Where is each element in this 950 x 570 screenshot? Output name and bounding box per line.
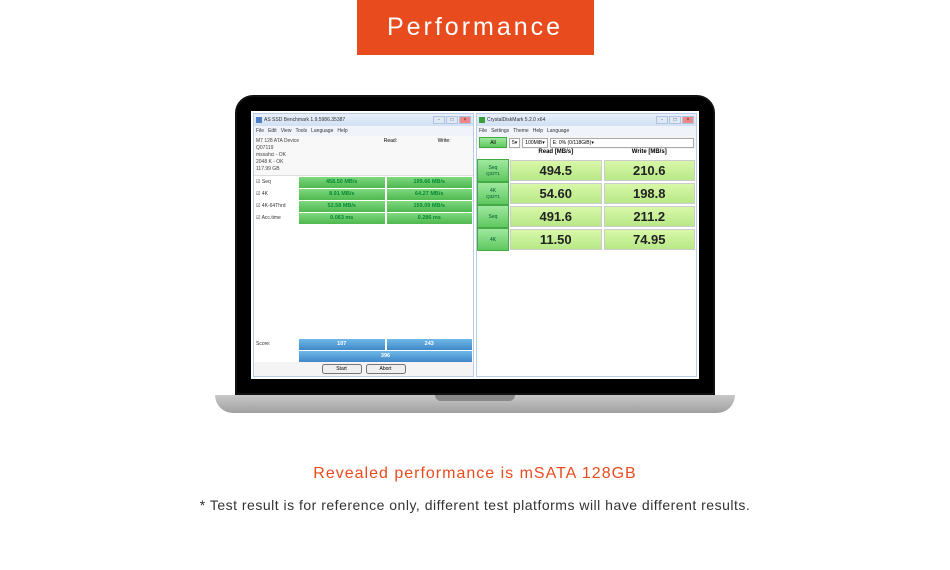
as-read-value: 8.91 MB/s [299, 189, 385, 200]
as-score-label: Score: [254, 341, 298, 347]
as-row-label[interactable]: ☑ 4K [254, 191, 298, 197]
cdm-write-value: 211.2 [604, 206, 696, 227]
as-total-row: 396 [254, 350, 473, 362]
laptop-display: AS SSD Benchmark 1.9.5986.35387 - □ × Fi… [251, 111, 699, 379]
cdm-test-button[interactable]: 4KQ32T1 [477, 182, 509, 205]
as-row-label[interactable]: ☑ Acc.time [254, 215, 298, 221]
minimize-button[interactable]: - [433, 116, 445, 124]
close-button[interactable]: × [682, 116, 694, 124]
as-write-header: Write: [417, 138, 471, 173]
as-row-label[interactable]: ☑ Seq [254, 179, 298, 185]
as-results-table: ☑ Seq458.50 MB/s199.66 MB/s☑ 4K8.91 MB/s… [254, 176, 473, 338]
as-result-row: ☑ Seq458.50 MB/s199.66 MB/s [254, 176, 473, 188]
cdm-write-value: 198.8 [604, 183, 696, 204]
cdm-result-row: Seq491.6211.2 [477, 205, 696, 228]
as-score-row: Score: 107 243 [254, 338, 473, 350]
cdm-window: CrystalDiskMark 5.2.0 x64 - □ × File Sett… [476, 113, 697, 377]
menu-item-file[interactable]: File [256, 128, 264, 134]
cdm-read-value: 494.5 [510, 160, 602, 181]
menu-item-language[interactable]: Language [311, 128, 333, 134]
cdm-app-icon [479, 117, 485, 123]
laptop-base [215, 395, 735, 413]
as-result-row: ☑ 4K8.91 MB/s64.27 MB/s [254, 188, 473, 200]
laptop-bezel: AS SSD Benchmark 1.9.5986.35387 - □ × Fi… [235, 95, 715, 395]
as-button-bar: Start Abort [254, 362, 473, 376]
menu-item-tools[interactable]: Tools [295, 128, 307, 134]
performance-banner: Performance [357, 0, 594, 55]
as-score-write: 243 [387, 339, 473, 350]
cdm-read-value: 11.50 [510, 229, 602, 250]
all-button[interactable]: All [479, 137, 507, 148]
laptop-notch [435, 395, 515, 401]
as-menubar: File Edit ViewTools Language Help [254, 126, 473, 136]
as-titlebar: AS SSD Benchmark 1.9.5986.35387 - □ × [254, 114, 473, 126]
drive-select[interactable]: E: 0% (0/118GiB) ▾ [550, 138, 694, 148]
minimize-button[interactable]: - [656, 116, 668, 124]
menu-item-help[interactable]: Help [337, 128, 347, 134]
cdm-titlebar: CrystalDiskMark 5.2.0 x64 - □ × [477, 114, 696, 126]
as-write-value: 64.27 MB/s [387, 189, 473, 200]
close-button[interactable]: × [459, 116, 471, 124]
as-score-total: 396 [299, 351, 472, 362]
device-info-line: M7 128 ATA Device [256, 138, 364, 145]
menu-item-help[interactable]: Help [533, 128, 543, 134]
cdm-menubar: File Settings Theme Help Language [477, 126, 696, 136]
cdm-write-value: 210.6 [604, 160, 696, 181]
as-write-value: 159.09 MB/s [387, 201, 473, 212]
cdm-header-row: Read [MB/s] Write [MB/s] [477, 149, 696, 159]
as-app-icon [256, 117, 262, 123]
maximize-button[interactable]: □ [669, 116, 681, 124]
device-info-line: mssahci - OK [256, 152, 364, 159]
cdm-result-row: SeqQ32T1494.5210.6 [477, 159, 696, 182]
as-row-label[interactable]: ☑ 4K-64Thrd [254, 203, 298, 209]
runs-select[interactable]: 5 ▾ [509, 138, 520, 148]
maximize-button[interactable]: □ [446, 116, 458, 124]
as-write-value: 0.286 ms [387, 213, 473, 224]
cdm-toolbar: All 5 ▾ 100MiB ▾ E: 0% (0/118GiB) ▾ [477, 136, 696, 149]
as-read-header: Read: [364, 138, 418, 173]
cdm-read-header: Read [MB/s] [509, 149, 603, 159]
menu-item-file[interactable]: File [479, 128, 487, 134]
cdm-results: SeqQ32T1494.5210.64KQ32T154.60198.8Seq49… [477, 159, 696, 251]
device-info-line: 117.99 GB [256, 166, 364, 173]
cdm-read-value: 491.6 [510, 206, 602, 227]
abort-button[interactable]: Abort [366, 364, 406, 374]
as-device-info: M7 128 ATA DeviceQ07119mssahci - OK2048 … [254, 136, 473, 176]
as-result-row: ☑ Acc.time0.063 ms0.286 ms [254, 212, 473, 224]
as-ssd-window: AS SSD Benchmark 1.9.5986.35387 - □ × Fi… [253, 113, 474, 377]
cdm-test-button[interactable]: 4K [477, 228, 509, 251]
menu-item-theme[interactable]: Theme [513, 128, 529, 134]
size-select[interactable]: 100MiB ▾ [522, 138, 547, 148]
cdm-write-header: Write [MB/s] [603, 149, 697, 159]
menu-item-edit[interactable]: Edit [268, 128, 277, 134]
menu-item-view[interactable]: View [281, 128, 292, 134]
cdm-read-value: 54.60 [510, 183, 602, 204]
cdm-result-row: 4K11.5074.95 [477, 228, 696, 251]
cdm-title: CrystalDiskMark 5.2.0 x64 [487, 117, 545, 123]
as-write-value: 199.66 MB/s [387, 177, 473, 188]
cdm-result-row: 4KQ32T154.60198.8 [477, 182, 696, 205]
cdm-test-button[interactable]: Seq [477, 205, 509, 228]
as-read-value: 0.063 ms [299, 213, 385, 224]
start-button[interactable]: Start [322, 364, 362, 374]
footnote-text: * Test result is for reference only, dif… [0, 497, 950, 513]
as-window-controls: - □ × [433, 116, 471, 124]
menu-item-language[interactable]: Language [547, 128, 569, 134]
device-info-line: Q07119 [256, 145, 364, 152]
device-info-line: 2048 K - OK [256, 159, 364, 166]
as-result-row: ☑ 4K-64Thrd52.58 MB/s159.09 MB/s [254, 200, 473, 212]
cdm-window-controls: - □ × [656, 116, 694, 124]
as-title: AS SSD Benchmark 1.9.5986.35387 [264, 117, 345, 123]
reveal-text: Revealed performance is mSATA 128GB [0, 465, 950, 483]
laptop-mockup: AS SSD Benchmark 1.9.5986.35387 - □ × Fi… [215, 95, 735, 435]
menu-item-settings[interactable]: Settings [491, 128, 509, 134]
as-read-value: 52.58 MB/s [299, 201, 385, 212]
cdm-write-value: 74.95 [604, 229, 696, 250]
cdm-test-button[interactable]: SeqQ32T1 [477, 159, 509, 182]
as-score-read: 107 [299, 339, 385, 350]
as-read-value: 458.50 MB/s [299, 177, 385, 188]
